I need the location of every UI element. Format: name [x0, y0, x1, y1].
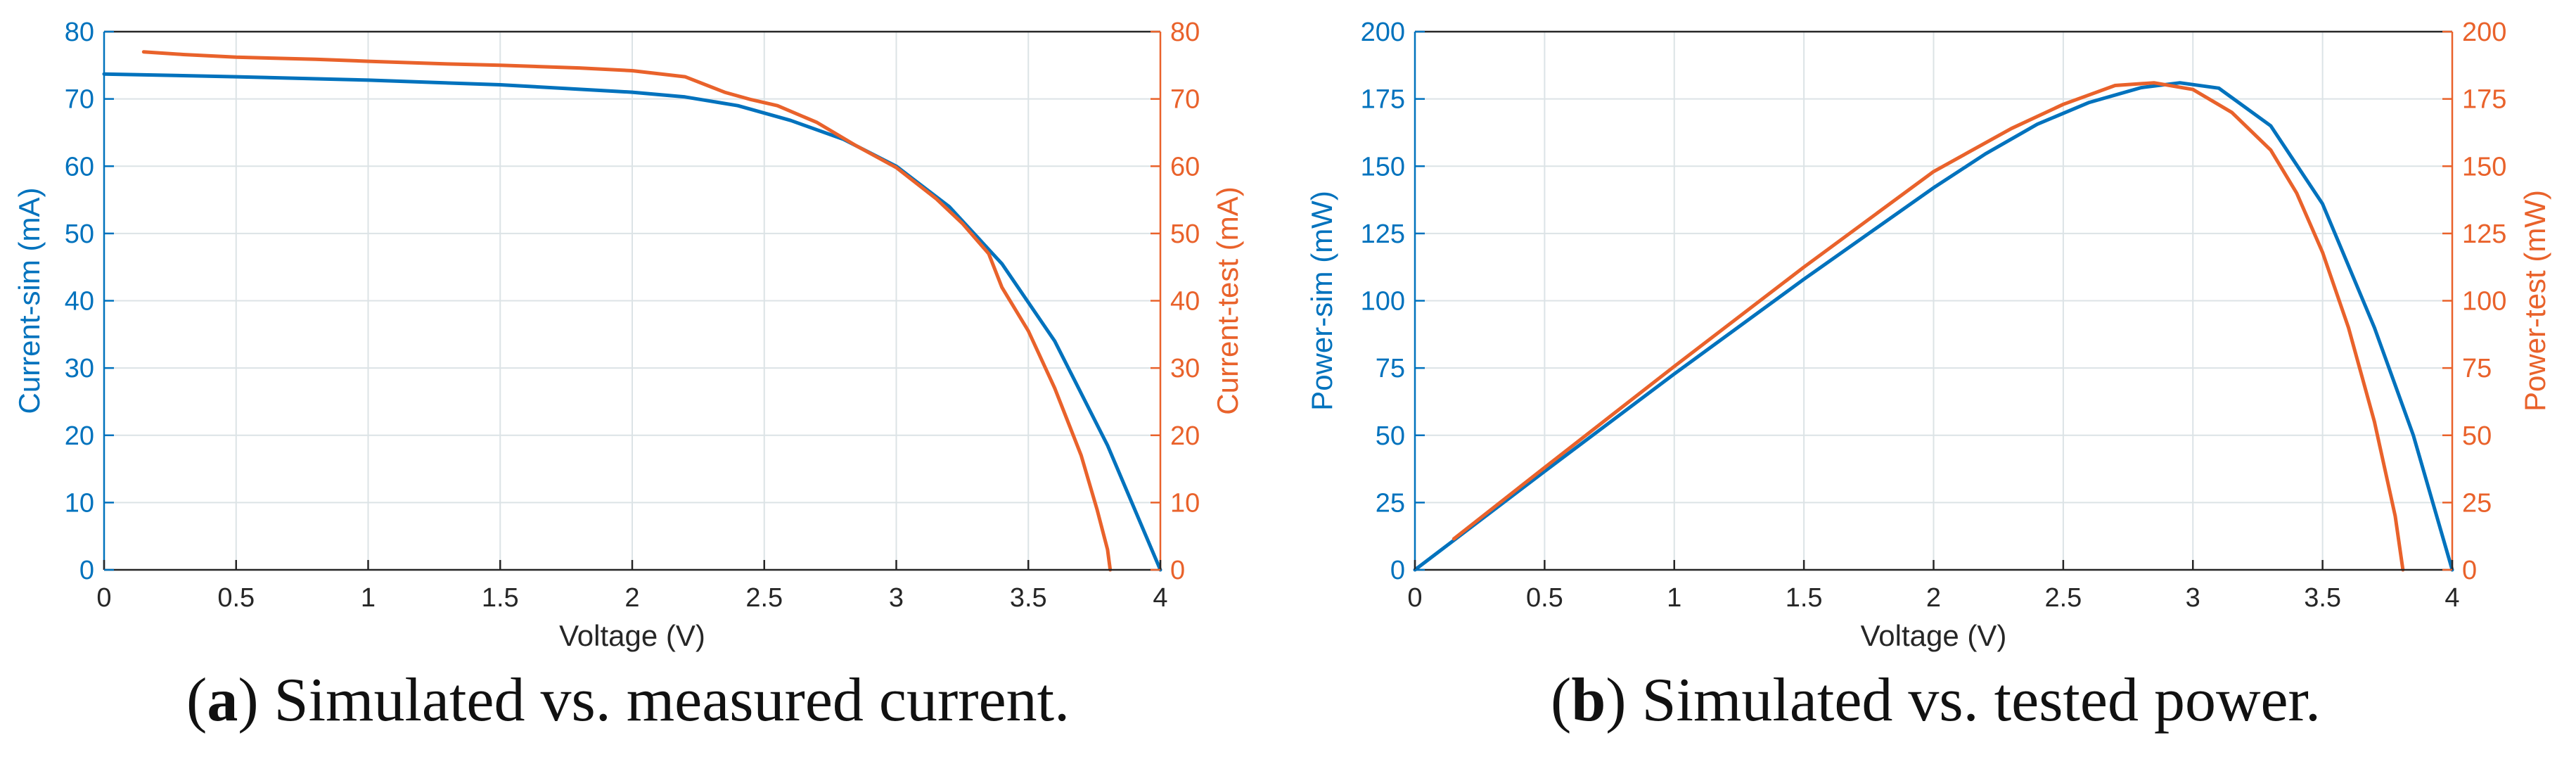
current-x-tick-label: 3 [889, 583, 904, 613]
power-y-tick-label-right: 100 [2462, 287, 2506, 317]
power-x-tick-label: 1 [1667, 583, 1681, 613]
current-series-current-test [141, 50, 1113, 572]
current-chart: 0 0.5 1 1.5 2 2.5 3 3.5 401020304050607080010203… [13, 18, 1244, 652]
current-y-tick-label-right: 60 [1170, 152, 1200, 182]
caption-text: Simulated vs. tested power. [1626, 666, 2321, 734]
current-y-tick-label-left: 70 [65, 85, 94, 115]
power-x-tick-label: 4 [2444, 583, 2459, 613]
power-y-tick-label-right: 125 [2462, 219, 2506, 249]
caption-label: b [1571, 666, 1606, 734]
power-x-tick-label: 2.5 [2044, 583, 2082, 613]
power-y-tick-label-right: 50 [2462, 421, 2492, 451]
power-y-tick-label-right: 150 [2462, 152, 2506, 182]
power-y-tick-label-left: 100 [1361, 287, 1405, 317]
current-y-tick-label-right: 80 [1170, 18, 1200, 47]
power-y-tick-label-right: 175 [2462, 85, 2506, 115]
power-x-tick-label: 0 [1407, 583, 1422, 613]
power-y-axis-title-left: Power-sim (mW) [1305, 191, 1338, 411]
current-x-tick-label: 1 [361, 583, 376, 613]
caption-paren-open: ( [1551, 666, 1572, 734]
current-y-tick-label-right: 10 [1170, 488, 1200, 518]
power-y-tick-label-left: 50 [1376, 421, 1405, 451]
caption-paren-close: ) [238, 666, 259, 734]
power-y-tick-label-left: 175 [1361, 85, 1405, 115]
power-y-tick-label-left: 0 [1390, 556, 1405, 585]
current-y-tick-label-right: 20 [1170, 421, 1200, 451]
power-series-power-sim [1413, 81, 2454, 572]
current-y-tick-label-left: 60 [65, 152, 94, 182]
current-y-axis-title-right: Current-test (mA) [1211, 186, 1244, 414]
power-y-tick-label-left: 25 [1376, 488, 1405, 518]
current-x-tick-label: 0.5 [217, 583, 255, 613]
power-y-tick-label-left: 125 [1361, 219, 1405, 249]
current-y-tick-label-left: 20 [65, 421, 94, 451]
power-x-tick-label: 3 [2186, 583, 2200, 613]
current-y-tick-label-right: 50 [1170, 219, 1200, 249]
caption-power-chart: (b) Simulated vs. tested power. [1551, 670, 2321, 754]
power-x-tick-label: 2 [1926, 583, 1941, 613]
current-x-tick-label: 4 [1153, 583, 1167, 613]
current-x-tick-label: 2 [624, 583, 639, 613]
caption-paren-close: ) [1606, 666, 1627, 734]
power-x-axis-title: Voltage (V) [1861, 619, 2007, 652]
power-series-power-test [1452, 81, 2405, 572]
current-y-tick-label-right: 40 [1170, 287, 1200, 317]
power-y-tick-label-left: 75 [1376, 354, 1405, 383]
current-y-tick-label-left: 40 [65, 287, 94, 317]
current-y-tick-label-right: 30 [1170, 354, 1200, 383]
power-y-tick-label-right: 200 [2462, 18, 2506, 47]
power-x-tick-label: 0.5 [1526, 583, 1563, 613]
caption-text: Simulated vs. measured current. [258, 666, 1070, 734]
current-y-tick-label-left: 50 [65, 219, 94, 249]
current-y-tick-label-left: 80 [65, 18, 94, 47]
power-x-tick-label: 3.5 [2304, 583, 2341, 613]
power-y-tick-label-right: 25 [2462, 488, 2492, 518]
current-y-tick-label-left: 10 [65, 488, 94, 518]
power-y-tick-label-left: 200 [1361, 18, 1405, 47]
current-y-tick-label-right: 0 [1170, 556, 1185, 585]
current-y-tick-label-left: 0 [79, 556, 94, 585]
current-y-axis-title-left: Current-sim (mA) [13, 188, 46, 414]
current-x-tick-label: 2.5 [745, 583, 783, 613]
caption-paren-open: ( [186, 666, 207, 734]
power-x-tick-label: 1.5 [1786, 583, 1823, 613]
power-y-tick-label-left: 150 [1361, 152, 1405, 182]
power-y-tick-label-right: 75 [2462, 354, 2492, 383]
current-x-axis-title: Voltage (V) [559, 619, 705, 652]
current-y-tick-label-right: 70 [1170, 85, 1200, 115]
power-y-tick-label-right: 0 [2462, 556, 2477, 585]
power-y-axis-title-right: Power-test (mW) [2518, 190, 2551, 412]
current-series-current-sim [102, 72, 1162, 572]
power-chart: 0 0.5 1 1.5 2 2.5 3 3.5 402550751001251501752000… [1305, 18, 2551, 652]
current-y-tick-label-left: 30 [65, 354, 94, 383]
current-x-tick-label: 3.5 [1010, 583, 1047, 613]
caption-label: a [207, 666, 238, 734]
current-x-tick-label: 0 [96, 583, 111, 613]
current-x-tick-label: 1.5 [482, 583, 519, 613]
caption-current-chart: (a) Simulated vs. measured current. [186, 670, 1070, 754]
